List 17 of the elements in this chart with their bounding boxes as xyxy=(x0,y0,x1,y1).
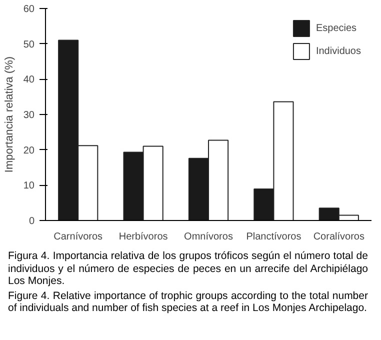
x-tick-label: Herbívoros xyxy=(118,232,168,242)
y-tick-label: 50 xyxy=(23,39,35,50)
y-tick-label: 20 xyxy=(23,145,35,156)
y-tick-label: 0 xyxy=(28,216,35,227)
x-tick-label: Planctívoros xyxy=(246,232,302,242)
x-tick-label: Carnívoros xyxy=(54,232,103,242)
caption: Figure 4. Relative importance of trophic groups according to the total number of individuals and number of fish species at a reef in Los Monjes Archipelago. xyxy=(8,290,368,315)
y-tick-label: 40 xyxy=(23,74,35,86)
legend-label: Especies xyxy=(316,22,357,34)
x-tick-label: Coralívoros xyxy=(313,232,364,242)
y-tick-label: 60 xyxy=(23,4,35,15)
y-axis-title: Importancia relativa (%) xyxy=(3,56,16,173)
text: Figura 4. Importancia relativa de los grupos tróficos según el número total de individuos y el número de especies de peces en un arrecife del Archipiélago Los Monjes. xyxy=(8,250,368,288)
legend-label: Individuos xyxy=(316,46,361,56)
x-tick-label: Omnívoros xyxy=(184,232,233,242)
y-tick-label: 10 xyxy=(23,180,35,192)
y-tick-label: 30 xyxy=(23,110,35,121)
